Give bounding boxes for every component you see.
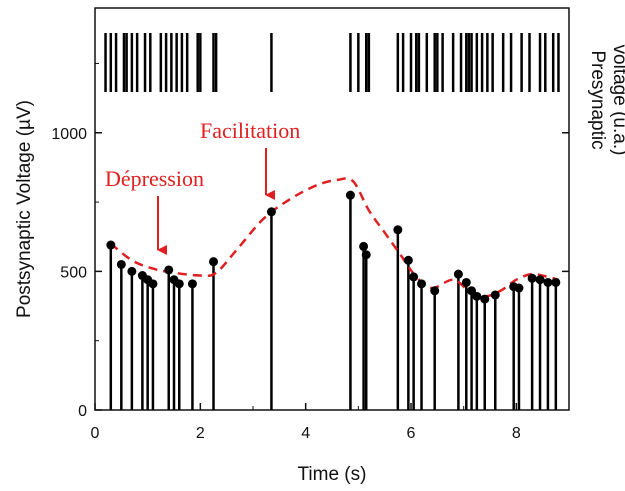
data-point-23 [472,291,482,301]
y2-axis-label-line1: Presynaptic [587,50,608,149]
data-point-16 [403,255,413,265]
y-axis-label: Postsynaptic Voltage (µV) [14,100,35,318]
x-tick-label-0: 0 [91,425,100,442]
data-point-27 [514,283,524,293]
data-point-8 [174,279,184,289]
data-point-30 [543,277,553,287]
data-point-21 [461,277,471,287]
data-point-9 [187,279,197,289]
data-point-19 [430,286,440,296]
data-point-15 [393,225,403,235]
data-points [106,190,561,304]
data-point-5 [148,279,158,289]
data-point-20 [453,269,463,279]
x-tick-label-2: 4 [301,425,310,442]
y-axis-ticks: 0 500 1000 [51,62,102,420]
x-tick-label-3: 6 [407,425,416,442]
data-point-13 [359,241,369,251]
data-point-24 [480,294,490,304]
x-tick-label-1: 2 [196,425,205,442]
data-point-6 [164,265,174,275]
data-point-2 [127,266,137,276]
data-point-28 [527,273,537,283]
data-point-0 [106,240,116,250]
y2-axis-label-line2: voltage (u.a.) [609,45,625,156]
data-point-10 [209,257,218,267]
y-tick-label-1: 500 [60,264,87,281]
data-point-29 [535,275,545,285]
data-point-1 [116,259,126,269]
data-point-11 [266,207,276,217]
y-tick-label-2: 1000 [51,126,87,143]
annotation-facilitation: Facilitation [200,118,300,143]
trend-fit-curve [110,177,559,298]
x-tick-label-4: 8 [512,425,521,442]
data-point-12 [345,190,355,200]
data-point-14 [361,250,371,260]
data-point-17 [409,272,419,282]
y2-axis-ticks [562,132,569,273]
data-point-18 [417,279,427,289]
data-point-31 [551,277,561,287]
x-axis-label: Time (s) [298,464,367,485]
x-axis-ticks: 0 2 4 6 8 [91,403,521,442]
postsynaptic-spike-lines [109,195,558,410]
plot-frame [94,7,570,411]
data-point-25 [490,290,500,300]
presynaptic-spike-train [104,33,560,92]
annotation-depression: Dépression [105,166,204,191]
y-tick-label-0: 0 [78,403,87,420]
